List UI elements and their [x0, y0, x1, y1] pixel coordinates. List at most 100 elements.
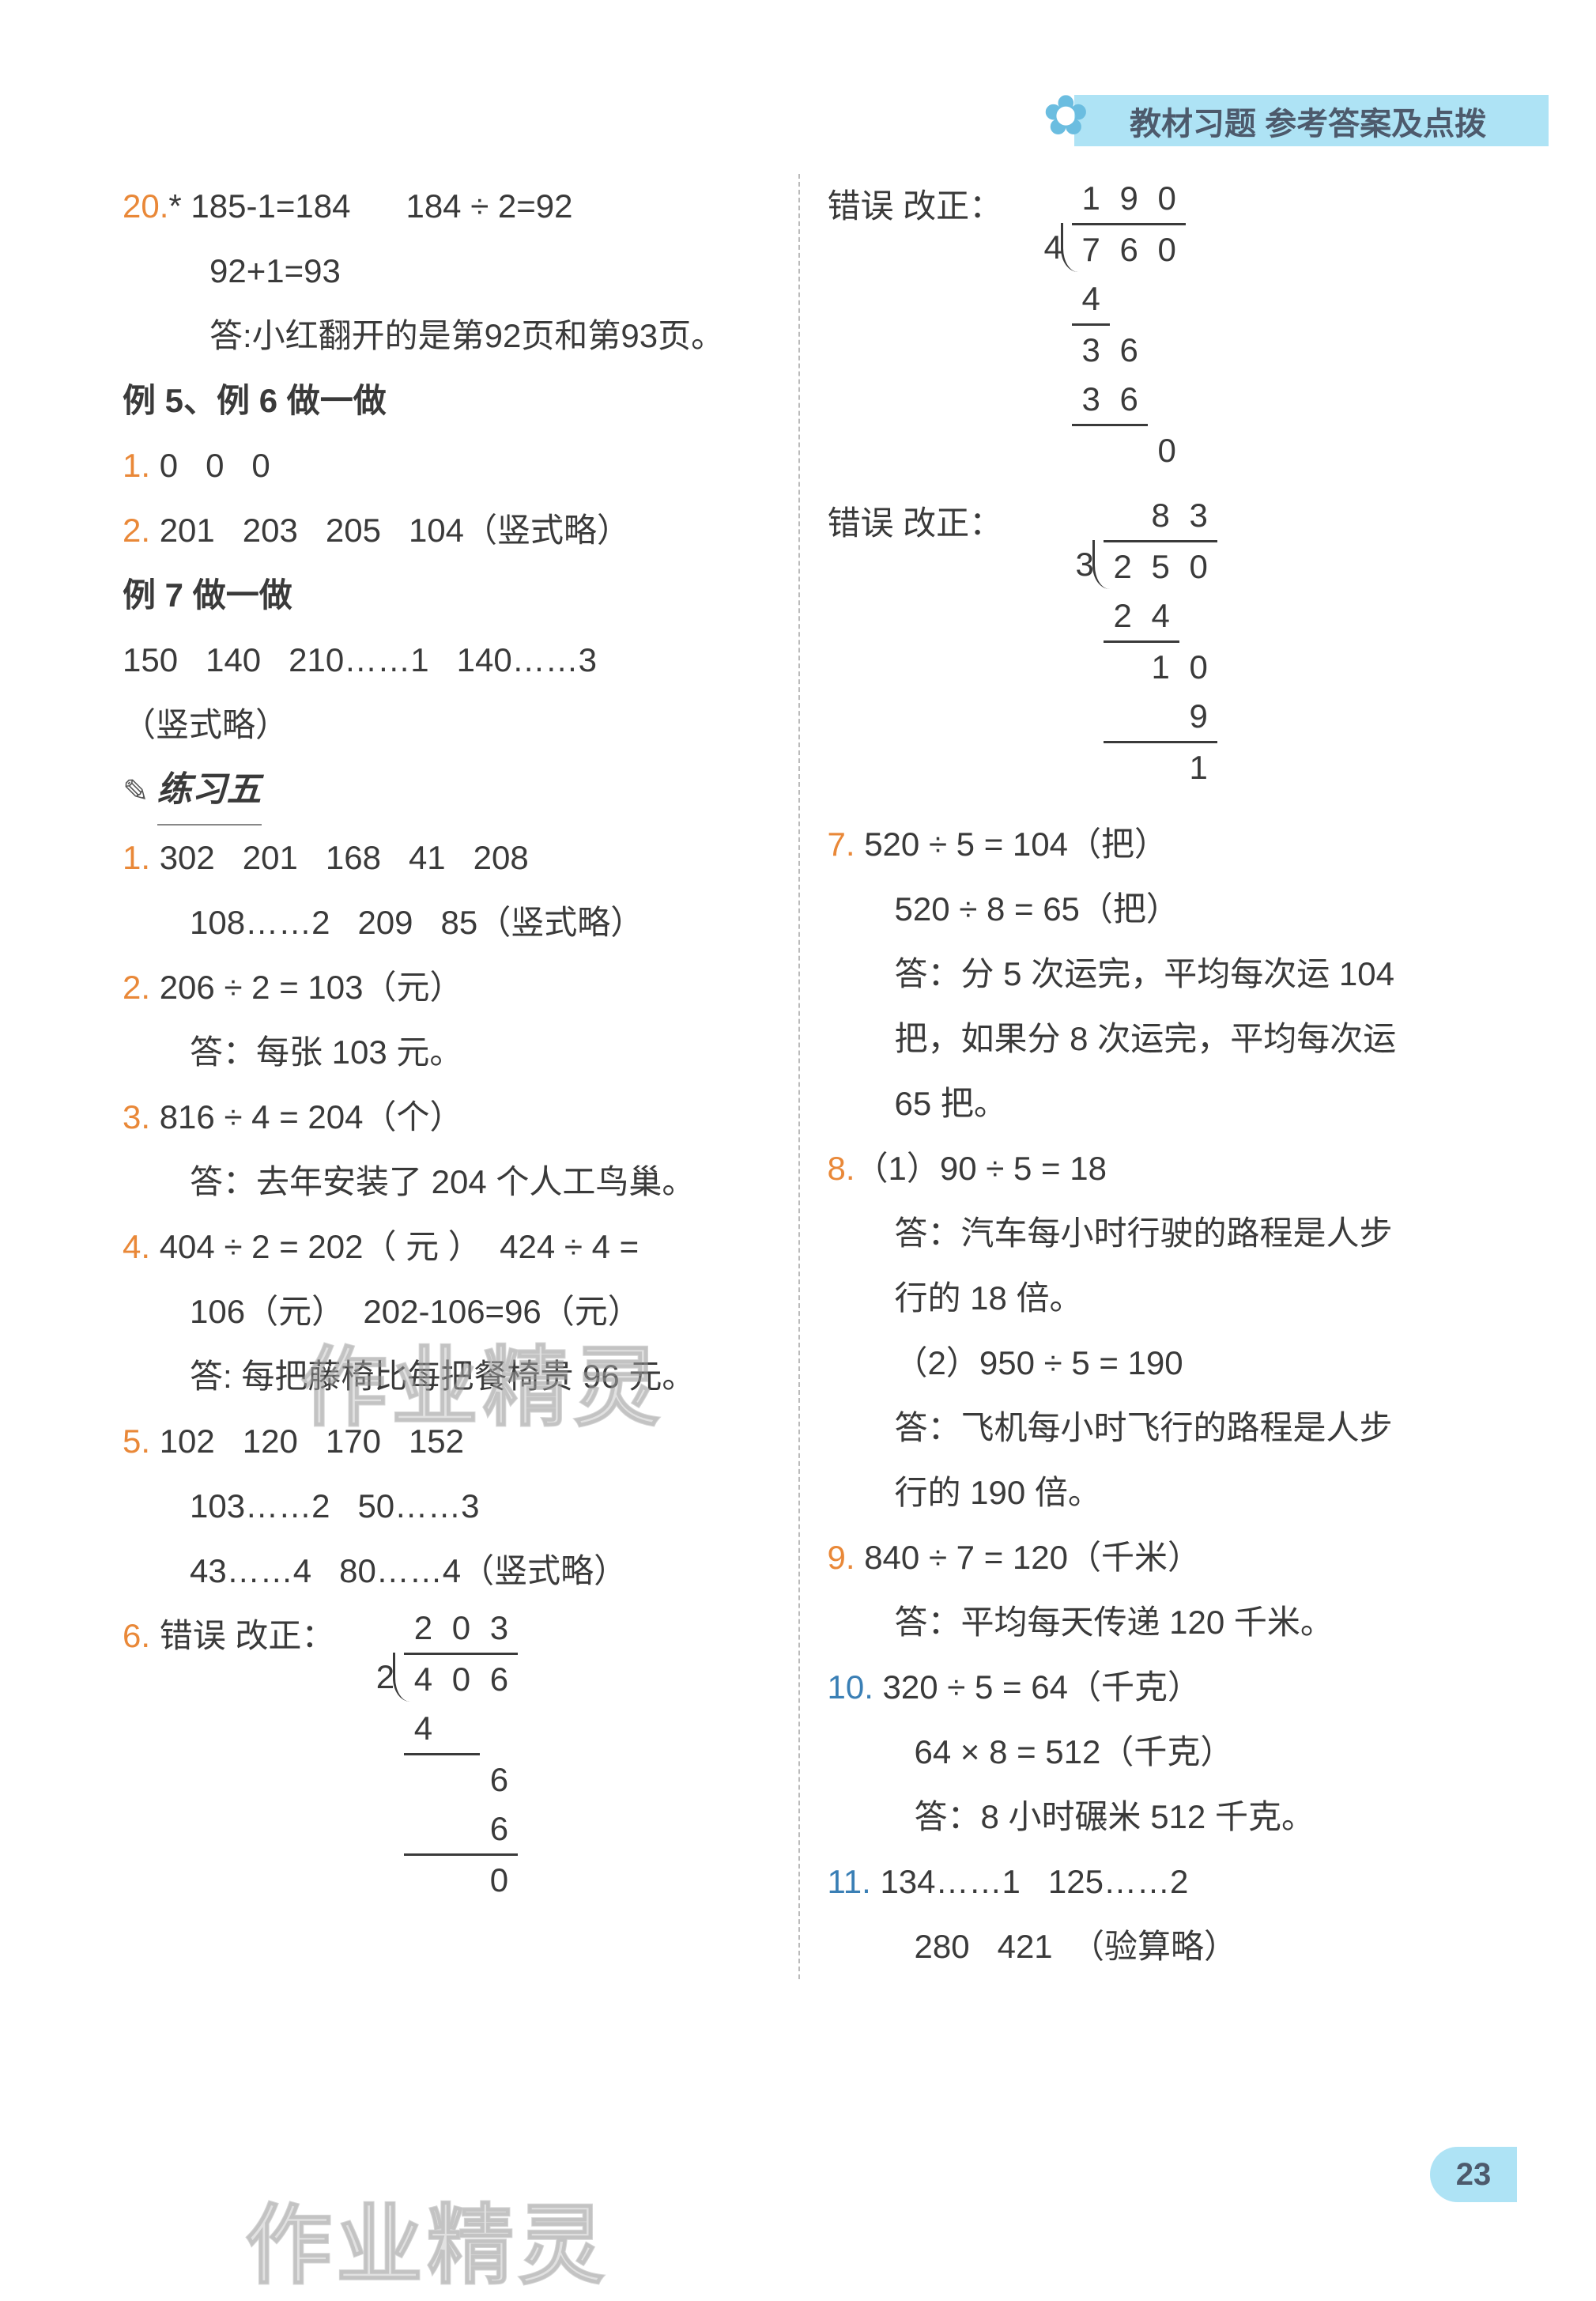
content-area: 20.* 185-1=184 184 ÷ 2=92 92+1=93 答:小红翻开… [123, 174, 1473, 1979]
p5-num: 5. [123, 1423, 150, 1460]
ld3-r1-2 [1179, 591, 1217, 640]
p3-v1: 816 ÷ 4 = 204（个） [150, 1098, 462, 1135]
q20-num: 20. [123, 187, 168, 225]
p3-l1: 3. 816 ÷ 4 = 204（个） [123, 1085, 771, 1150]
ld1-r3-1 [442, 1804, 480, 1853]
ld3-r2-1: 1 [1141, 643, 1179, 692]
err-block-b: 错误 改正： 83 3 250 24 10 9 1 [828, 491, 1474, 792]
ld3-d2: 0 [1179, 542, 1217, 591]
s56-q1: 1. 0 0 0 [123, 433, 771, 498]
p8-a1: 答：汽车每小时行驶的路程是人步 [828, 1201, 1474, 1266]
practice-heading: ✎ 练习五 [123, 758, 771, 826]
ld3-r2-2: 0 [1179, 643, 1217, 692]
p8-a2: 行的 18 倍。 [828, 1266, 1474, 1331]
p7-a2: 把，如果分 8 次运完，平均每次运 [828, 1007, 1474, 1071]
ld1-r1-2 [480, 1704, 518, 1753]
ld3-bar [1104, 540, 1217, 542]
ld2-d1: 6 [1110, 225, 1148, 274]
s56-q1-val: 0 0 0 [150, 447, 270, 484]
p7-a1: 答：分 5 次运完，平均每次运 104 [828, 942, 1474, 1007]
page-title: 教材习题 参考答案及点拨 [1130, 98, 1486, 144]
p8-v1: （1）90 ÷ 5 = 18 [855, 1150, 1107, 1187]
ld1-bar [404, 1653, 518, 1655]
s56-q2-num: 2. [123, 512, 150, 549]
ld1-r4-2: 0 [480, 1856, 518, 1905]
p6-num: 6. [123, 1617, 150, 1654]
ld2-body: 760 4 36 36 0 [1072, 225, 1186, 475]
ld3-q2: 3 [1179, 491, 1217, 540]
p10-ans: 答：8 小时碾米 512 千克。 [828, 1785, 1474, 1849]
ld2-r3-0: 3 [1072, 375, 1110, 424]
p11-l2: 280 421 （验算略） [828, 1914, 1474, 1979]
p7-l2: 520 ÷ 8 = 65（把） [828, 877, 1474, 942]
p2-v1: 206 ÷ 2 = 103（元） [150, 969, 462, 1006]
p9-num: 9. [828, 1539, 855, 1576]
ld3-q1: 8 [1141, 491, 1179, 540]
ld1-q1: 0 [442, 1604, 480, 1653]
p8-a3: 答：飞机每小时飞行的路程是人步 [828, 1396, 1474, 1460]
ld2-r3-2 [1148, 375, 1186, 424]
p9-v1: 840 ÷ 7 = 120（千米） [855, 1539, 1201, 1576]
p6-text: 错误 改正： [150, 1617, 334, 1654]
p4-num: 4. [123, 1228, 150, 1265]
err-block-a: 错误 改正： 190 4 760 4 36 36 0 [828, 174, 1474, 475]
p4-v1: 404 ÷ 2 = 202（ 元 ） 424 ÷ 4 = [150, 1228, 639, 1265]
p7-l1: 7. 520 ÷ 5 = 104（把） [828, 812, 1474, 877]
left-column: 20.* 185-1=184 184 ÷ 2=92 92+1=93 答:小红翻开… [123, 174, 798, 1979]
p10-v1: 320 ÷ 5 = 64（千克） [873, 1668, 1201, 1706]
longdiv-3: 83 3 250 24 10 9 1 [1066, 491, 1217, 792]
ld2-r2-0: 3 [1072, 326, 1110, 375]
p2-ans: 答：每张 103 元。 [123, 1020, 771, 1085]
ld2-r1-0: 4 [1072, 274, 1110, 323]
p5-l3: 43……4 80……4（竖式略） [123, 1539, 771, 1604]
p3-ans: 答：去年安装了 204 个人工鸟巢。 [123, 1150, 771, 1215]
s7-l1: 150 140 210……1 140……3 [123, 628, 771, 693]
q20-answer: 答:小红翻开的是第92页和第93页。 [123, 304, 771, 368]
ld3-r4-2: 1 [1179, 743, 1217, 792]
p2-l1: 2. 206 ÷ 2 = 103（元） [123, 955, 771, 1020]
ld1-body: 406 4 6 6 0 [404, 1655, 518, 1905]
ld2-r3-1: 6 [1110, 375, 1148, 424]
ld1-r1-1 [442, 1704, 480, 1753]
ld2-d2: 0 [1148, 225, 1186, 274]
p1-v1: 302 201 168 41 208 [150, 839, 529, 876]
ld2-q0: 1 [1072, 174, 1110, 223]
ld3-r3-2: 9 [1179, 692, 1217, 741]
ld2-r4-0 [1072, 426, 1110, 475]
ld3-q0 [1104, 491, 1141, 540]
p10-l1: 10. 320 ÷ 5 = 64（千克） [828, 1655, 1474, 1720]
ld2-bar [1072, 223, 1186, 225]
ld3-r1-0: 2 [1104, 591, 1141, 640]
ld2-q2: 0 [1148, 174, 1186, 223]
p7-v1: 520 ÷ 5 = 104（把） [855, 826, 1168, 863]
s56-q2-val: 201 203 205 104（竖式略） [150, 512, 630, 549]
watermark-2: 作业精灵 [245, 2174, 609, 2301]
ld3-r3-0 [1104, 692, 1141, 741]
p10-num: 10. [828, 1668, 873, 1706]
ld1-r3-2: 6 [480, 1804, 518, 1853]
p2-num: 2. [123, 969, 150, 1006]
p9-l1: 9. 840 ÷ 7 = 120（千米） [828, 1525, 1474, 1590]
ld1-r1-0: 4 [404, 1704, 442, 1753]
p6-label: 6. 错误 改正： [123, 1604, 334, 1661]
ld3-body: 250 24 10 9 1 [1104, 542, 1217, 792]
s56-q2: 2. 201 203 205 104（竖式略） [123, 498, 771, 563]
right-column: 错误 改正： 190 4 760 4 36 36 0 错误 改正： [798, 174, 1474, 1979]
p11-v1: 134……1 125……2 [871, 1863, 1189, 1900]
ld3-r1-1: 4 [1141, 591, 1179, 640]
ld2-r4-1 [1110, 426, 1148, 475]
ld3-r4-0 [1104, 743, 1141, 792]
ld1-q0: 2 [404, 1604, 442, 1653]
p11-num: 11. [828, 1863, 871, 1900]
p7-num: 7. [828, 826, 855, 863]
q20-line1: 20.* 185-1=184 184 ÷ 2=92 [123, 174, 771, 239]
ld3-r3-1 [1141, 692, 1179, 741]
ld3-r2-0 [1104, 643, 1141, 692]
ld3-r4-1 [1141, 743, 1179, 792]
p5-l2: 103……2 50……3 [123, 1474, 771, 1539]
ld1-r2-1 [442, 1755, 480, 1804]
watermark-1: 作业精灵 [300, 1317, 664, 1443]
p8-num: 8. [828, 1150, 855, 1187]
p1-l2: 108……2 209 85（竖式略） [123, 890, 771, 955]
p3-num: 3. [123, 1098, 150, 1135]
